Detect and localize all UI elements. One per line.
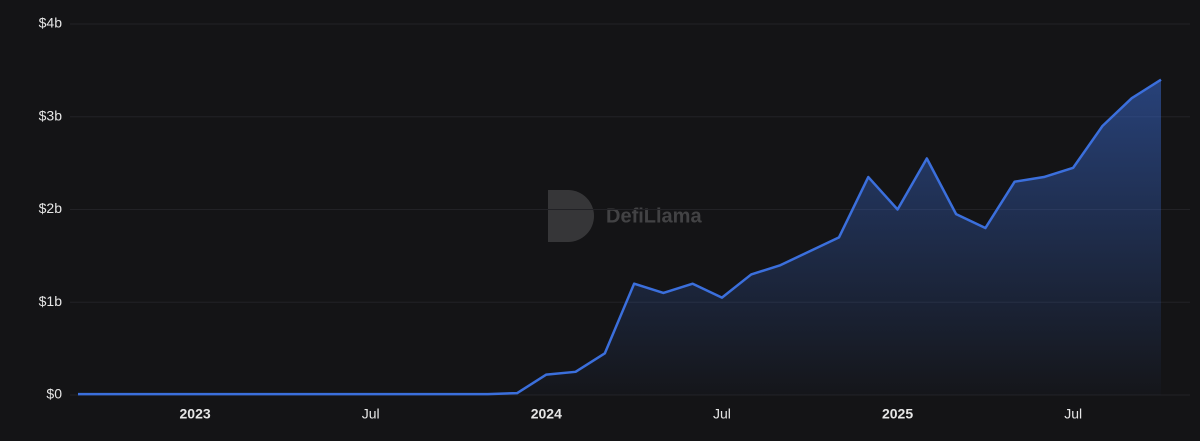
x-tick-label: Jul <box>362 406 380 422</box>
y-tick-label: $4b <box>39 15 63 31</box>
line <box>78 78 1162 396</box>
x-tick-label: Jul <box>713 406 731 422</box>
y-tick-label: $0 <box>46 386 62 402</box>
y-tick-label: $2b <box>39 200 63 216</box>
x-tick-label: Jul <box>1064 406 1082 422</box>
watermark-text: DefiLlama <box>606 205 702 227</box>
y-tick-label: $3b <box>39 107 63 123</box>
watermark: DefiLlama <box>548 190 702 242</box>
x-tick-label: 2024 <box>531 406 562 422</box>
x-tick-label: 2023 <box>180 406 211 422</box>
x-tick-label: 2025 <box>882 406 913 422</box>
area-fill <box>78 79 1161 396</box>
y-tick-label: $1b <box>39 293 63 309</box>
